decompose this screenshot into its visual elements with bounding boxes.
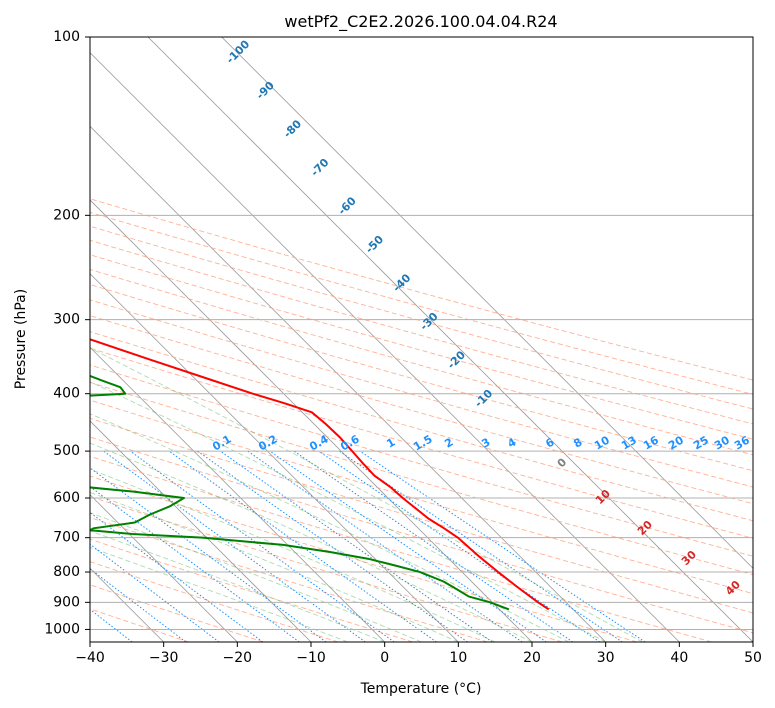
dry-adiabat: [90, 475, 638, 642]
dry-adiabat: [90, 364, 753, 557]
dry-adiabat: [90, 225, 753, 410]
mixing-ratio-line: [318, 450, 601, 642]
moist-adiabat: [90, 381, 606, 642]
y-axis-title: Pressure (hPa): [13, 289, 29, 389]
dry-adiabat: [90, 495, 563, 642]
dry-adiabat: [90, 381, 753, 576]
dry-adiabat: [90, 455, 712, 642]
dry-adiabat: [90, 198, 753, 381]
y-tick-label: 600: [53, 490, 80, 506]
mixing-ratio-line: [90, 511, 264, 642]
dewpoint-profile: [90, 374, 510, 611]
mixing-ratio-line: [129, 450, 395, 642]
mixing-ratio-line: [269, 450, 547, 642]
x-tick-label: 30: [597, 650, 615, 666]
mixing-ratio-line: [103, 450, 366, 642]
x-tick-label: −10: [296, 650, 326, 666]
plot-area: [90, 37, 753, 642]
x-tick-label: −20: [223, 650, 253, 666]
y-tick-label: 200: [53, 207, 80, 223]
dry-adiabat: [90, 517, 488, 642]
x-axis-title: Temperature (°C): [360, 681, 482, 697]
dry-adiabat: [90, 315, 753, 505]
isotherm-line: [147, 37, 753, 642]
dry-adiabat: [90, 268, 753, 456]
mixing-ratio-line: [220, 450, 493, 642]
dry-adiabat: [90, 211, 753, 395]
moist-adiabat: [90, 530, 385, 642]
isotherm-line: [90, 125, 606, 642]
moist-adiabat: [90, 491, 459, 642]
y-tick-label: 500: [53, 443, 80, 459]
mixing-ratio-line: [359, 450, 646, 642]
plot-frame: [89, 36, 754, 643]
mixing-ratio-line: [90, 568, 187, 642]
axes: −40 −30 −20 −10 0 10 20 30 40 50 100 200 300 400 500 60…: [44, 29, 762, 666]
x-tick-label: 40: [670, 650, 688, 666]
x-tick-label: 10: [449, 650, 467, 666]
y-tick-label: 900: [53, 594, 80, 610]
y-tick-label: 300: [53, 312, 80, 328]
y-tick-label: 400: [53, 386, 80, 402]
mixing-ratio-line: [247, 450, 523, 642]
dry-adiabat: [90, 417, 753, 614]
mixing-ratio-line: [197, 450, 468, 642]
y-tick-label: 1000: [44, 621, 80, 637]
mixing-ratio-line: [90, 485, 300, 642]
temperature-profile: [90, 338, 550, 611]
y-tick-label: 700: [53, 530, 80, 546]
mixing-ratio-line: [90, 543, 220, 642]
chart-title: wetPf2_C2E2.2026.100.04.04.R24: [284, 12, 557, 32]
x-tick-label: −40: [75, 650, 105, 666]
moist-adiabat: [90, 442, 533, 642]
mixing-ratio-line: [90, 467, 327, 642]
dry-adiabat: [90, 347, 753, 539]
dry-adiabat: [90, 399, 753, 594]
x-tick-label: 0: [380, 650, 389, 666]
mixing-ratio-line: [338, 450, 623, 642]
isotherm-line: [221, 37, 753, 569]
isotherm-line: [90, 494, 238, 642]
x-tick-label: 50: [744, 650, 762, 666]
isotherm-line: [90, 52, 680, 642]
dry-adiabat: [90, 239, 753, 425]
y-tick-label: 800: [53, 564, 80, 580]
x-tick-label: −30: [149, 650, 179, 666]
y-tick-label: 100: [53, 29, 80, 45]
isotherm-line: [90, 199, 533, 642]
dry-adiabat: [90, 254, 753, 440]
x-tick-label: 20: [523, 650, 541, 666]
isotherm-line: [90, 346, 385, 642]
